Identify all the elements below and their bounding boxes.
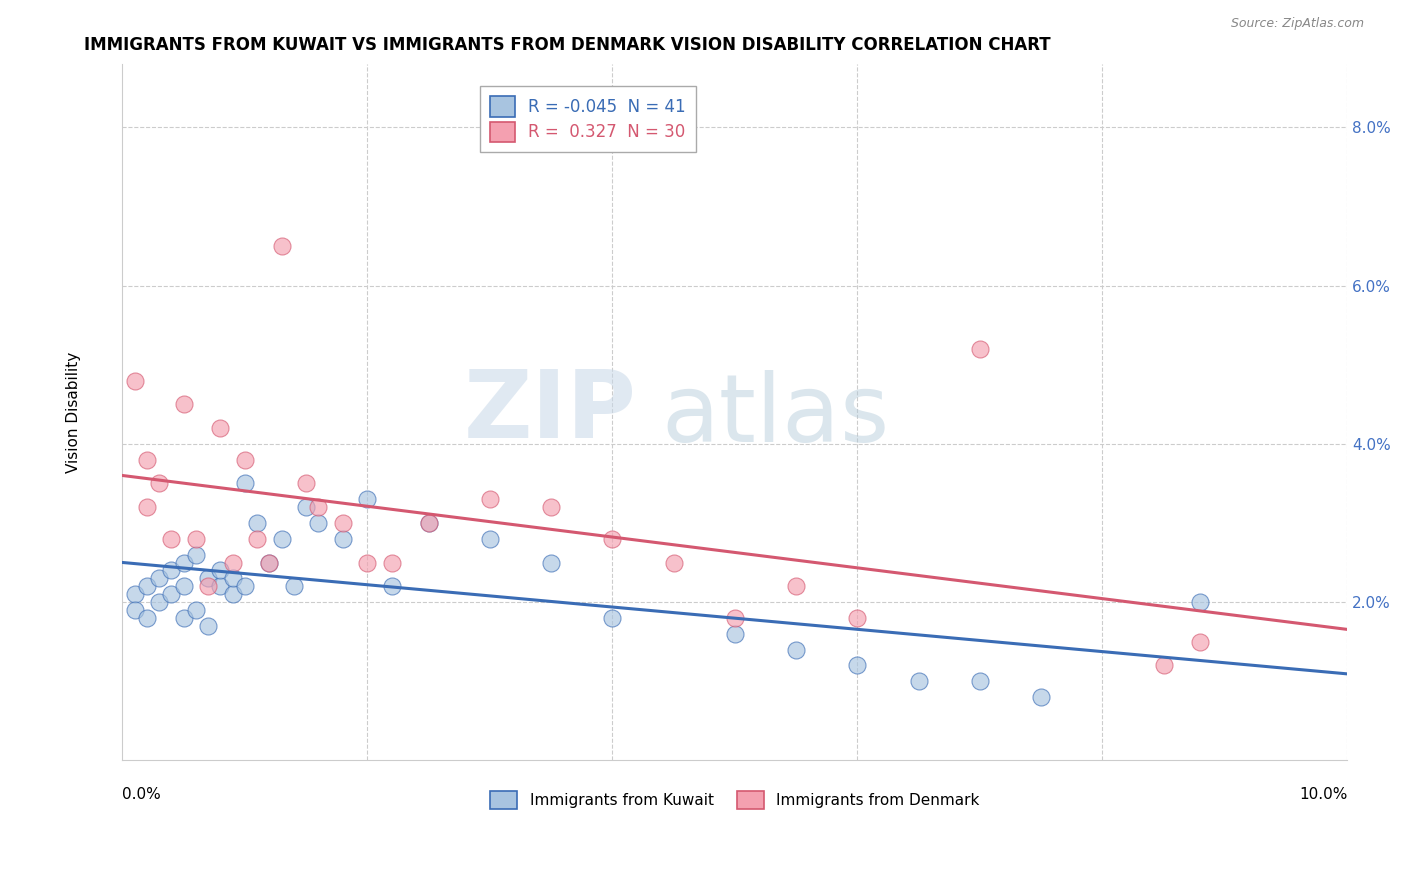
Point <box>135 500 157 515</box>
Point <box>173 556 195 570</box>
Text: Source: ZipAtlas.com: Source: ZipAtlas.com <box>1230 17 1364 29</box>
Point <box>907 674 929 689</box>
Point <box>221 587 243 601</box>
Point <box>221 556 243 570</box>
Point <box>332 516 354 530</box>
Point <box>283 579 305 593</box>
Point <box>662 556 685 570</box>
Point <box>969 342 991 356</box>
Point <box>197 571 219 585</box>
Point <box>381 579 404 593</box>
Point <box>1029 690 1052 704</box>
Point <box>209 579 232 593</box>
Text: 10.0%: 10.0% <box>1299 787 1347 802</box>
Point <box>785 642 807 657</box>
Point <box>233 579 256 593</box>
Point <box>1189 634 1212 648</box>
Point <box>184 603 207 617</box>
Point <box>173 611 195 625</box>
Point <box>246 532 269 546</box>
Point <box>197 579 219 593</box>
Point <box>148 476 170 491</box>
Point <box>356 492 378 507</box>
Point <box>540 500 562 515</box>
Point <box>332 532 354 546</box>
Text: IMMIGRANTS FROM KUWAIT VS IMMIGRANTS FROM DENMARK VISION DISABILITY CORRELATION : IMMIGRANTS FROM KUWAIT VS IMMIGRANTS FRO… <box>84 36 1050 54</box>
Point <box>124 603 146 617</box>
Point <box>173 397 195 411</box>
Point <box>184 548 207 562</box>
Point <box>197 619 219 633</box>
Point <box>307 516 329 530</box>
Point <box>233 452 256 467</box>
Point <box>295 476 318 491</box>
Point <box>785 579 807 593</box>
Point <box>124 374 146 388</box>
Point <box>270 532 292 546</box>
Point <box>270 239 292 253</box>
Text: atlas: atlas <box>661 369 890 462</box>
Point <box>135 579 157 593</box>
Point <box>209 564 232 578</box>
Point <box>307 500 329 515</box>
Point <box>259 556 281 570</box>
Point <box>209 421 232 435</box>
Legend: Immigrants from Kuwait, Immigrants from Denmark: Immigrants from Kuwait, Immigrants from … <box>484 785 986 815</box>
Point <box>221 571 243 585</box>
Point <box>135 452 157 467</box>
Point <box>295 500 318 515</box>
Point <box>600 611 623 625</box>
Point <box>540 556 562 570</box>
Point <box>148 595 170 609</box>
Point <box>1153 658 1175 673</box>
Point <box>160 587 183 601</box>
Text: 0.0%: 0.0% <box>122 787 162 802</box>
Point <box>246 516 269 530</box>
Point <box>148 571 170 585</box>
Point <box>233 476 256 491</box>
Point <box>259 556 281 570</box>
Point <box>184 532 207 546</box>
Point <box>418 516 440 530</box>
Point <box>356 556 378 570</box>
Point <box>160 564 183 578</box>
Point <box>173 579 195 593</box>
Point <box>381 556 404 570</box>
Point <box>160 532 183 546</box>
Point <box>724 627 747 641</box>
Point <box>724 611 747 625</box>
Point <box>478 492 501 507</box>
Text: ZIP: ZIP <box>464 367 637 458</box>
Point <box>1189 595 1212 609</box>
Text: Vision Disability: Vision Disability <box>66 351 80 473</box>
Point <box>124 587 146 601</box>
Point <box>846 611 869 625</box>
Point <box>135 611 157 625</box>
Point <box>418 516 440 530</box>
Point <box>600 532 623 546</box>
Point <box>969 674 991 689</box>
Point <box>846 658 869 673</box>
Point <box>478 532 501 546</box>
